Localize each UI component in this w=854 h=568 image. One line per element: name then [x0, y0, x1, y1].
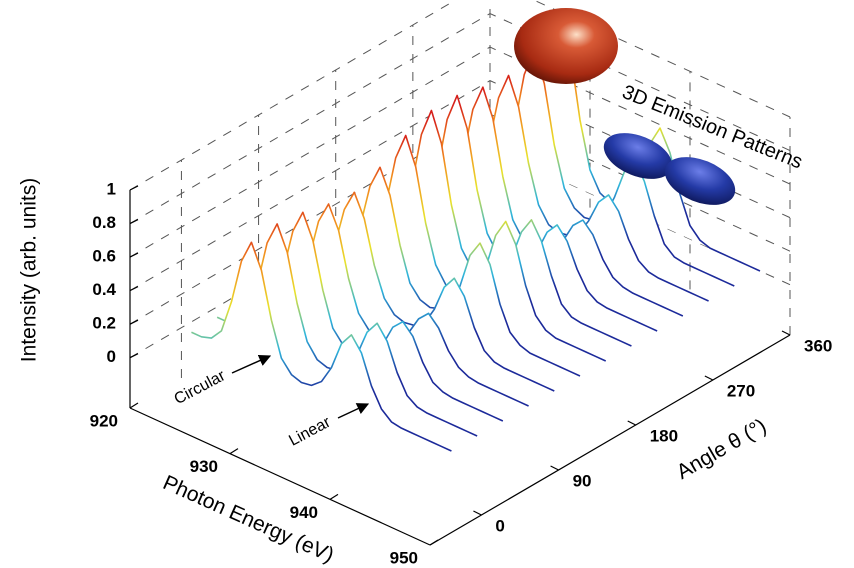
z-tick-label: 0.2 [92, 314, 116, 333]
y-tick [473, 511, 481, 515]
z-axis-title: Intensity (arb. units) [18, 178, 41, 362]
z-tick [130, 220, 138, 224]
annotation-arrow [338, 404, 368, 418]
y-tick-label: 270 [727, 381, 755, 400]
z-tick [130, 320, 138, 324]
x-tick-label: 950 [390, 548, 418, 567]
traces [191, 12, 760, 451]
z-tick [130, 287, 138, 291]
y-tick-label: 90 [573, 471, 592, 490]
y-tick [551, 466, 559, 470]
y-tick [782, 331, 790, 335]
y-tick [705, 376, 713, 380]
z-tick-label: 0.8 [92, 213, 116, 232]
z-tick-label: 1 [107, 179, 116, 198]
z-tick [130, 186, 138, 190]
z-tick [130, 354, 138, 358]
z-tick-label: 0 [107, 347, 116, 366]
chart: 00.20.40.60.81920930940950090180270360 3… [0, 0, 854, 568]
y-tick-label: 180 [650, 426, 678, 445]
x-tick-label: 920 [90, 411, 118, 430]
annotation: Circular [172, 367, 229, 408]
y-tick-label: 0 [495, 516, 504, 535]
x-tick-label: 940 [290, 503, 318, 522]
red-emission-pattern [514, 8, 618, 84]
x-tick [130, 403, 138, 408]
x-tick-label: 930 [190, 457, 218, 476]
x-tick [330, 494, 338, 499]
z-tick [130, 253, 138, 257]
y-axis-title: Angle θ (°) [673, 414, 771, 484]
z-tick-label: 0.4 [92, 280, 116, 299]
annotation: Linear [286, 413, 334, 449]
y-tick [628, 421, 636, 425]
y-tick-label: 360 [804, 336, 832, 355]
x-tick [230, 449, 238, 454]
z-tick-label: 0.6 [92, 247, 116, 266]
x-tick [430, 540, 438, 545]
